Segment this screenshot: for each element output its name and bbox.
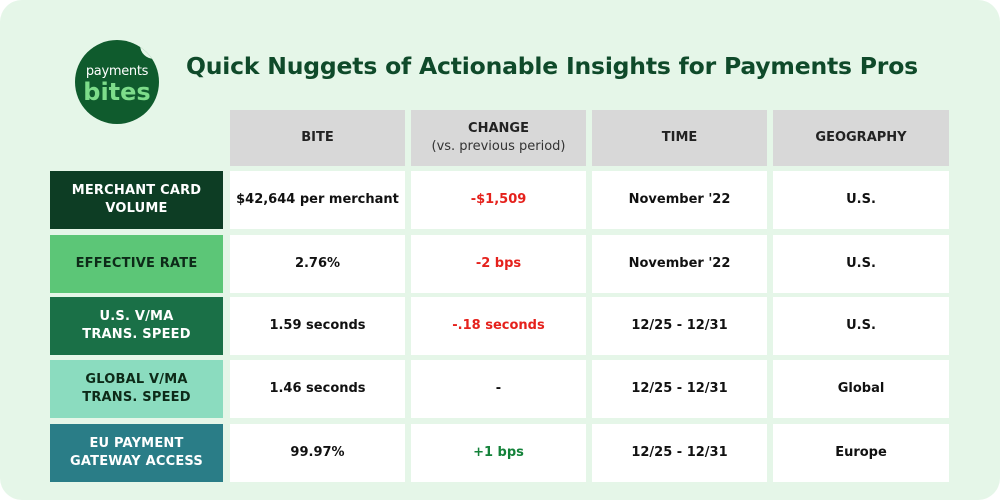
column-header-geography: GEOGRAPHY	[773, 110, 949, 166]
row-header-line-1: GLOBAL V/MA	[85, 372, 188, 388]
row-header-line-1: EU PAYMENT	[89, 436, 184, 452]
column-header-label: TIME	[661, 130, 698, 146]
logo-line-2: bites	[83, 78, 151, 106]
column-header-label: BITE	[301, 130, 334, 146]
row-header: EU PAYMENT GATEWAY ACCESS	[50, 424, 223, 482]
column-header-change: CHANGE (vs. previous period)	[411, 110, 586, 166]
geography-cell: Global	[773, 360, 949, 418]
row-header-line-1: EFFECTIVE RATE	[75, 256, 198, 272]
time-cell: November '22	[592, 171, 767, 229]
change-cell: -.18 seconds	[411, 297, 586, 355]
geography-cell: U.S.	[773, 235, 949, 293]
payments-bites-logo: payments bites	[75, 40, 159, 124]
bite-cell: 1.59 seconds	[230, 297, 405, 355]
time-cell: 12/25 - 12/31	[592, 297, 767, 355]
row-header-line-2: TRANS. SPEED	[82, 390, 191, 405]
bite-cell: $42,644 per merchant	[230, 171, 405, 229]
geography-cell: U.S.	[773, 171, 949, 229]
change-cell: -2 bps	[411, 235, 586, 293]
row-header: GLOBAL V/MA TRANS. SPEED	[50, 360, 223, 418]
logo-bite-mark	[140, 40, 159, 59]
bite-cell: 2.76%	[230, 235, 405, 293]
time-cell: 12/25 - 12/31	[592, 424, 767, 482]
geography-cell: Europe	[773, 424, 949, 482]
row-header-line-1: U.S. V/MA	[99, 309, 174, 325]
row-header-line-2: TRANS. SPEED	[82, 327, 191, 342]
time-cell: November '22	[592, 235, 767, 293]
column-header-time: TIME	[592, 110, 767, 166]
change-cell: -	[411, 360, 586, 418]
bite-cell: 1.46 seconds	[230, 360, 405, 418]
column-header-label: CHANGE	[468, 121, 529, 137]
row-header: U.S. V/MA TRANS. SPEED	[50, 297, 223, 355]
row-header-line-2: GATEWAY ACCESS	[70, 454, 203, 469]
change-cell: +1 bps	[411, 424, 586, 482]
row-header: MERCHANT CARD VOLUME	[50, 171, 223, 229]
row-header-line-2: VOLUME	[105, 201, 168, 216]
column-header-bite: BITE	[230, 110, 405, 166]
change-cell: -$1,509	[411, 171, 586, 229]
geography-cell: U.S.	[773, 297, 949, 355]
page-title: Quick Nuggets of Actionable Insights for…	[186, 52, 918, 80]
row-header-line-1: MERCHANT CARD	[71, 183, 202, 199]
column-header-sublabel: (vs. previous period)	[431, 139, 566, 154]
logo-line-1: payments	[85, 64, 149, 79]
column-header-label: GEOGRAPHY	[815, 130, 907, 146]
bite-cell: 99.97%	[230, 424, 405, 482]
row-header: EFFECTIVE RATE	[50, 235, 223, 293]
time-cell: 12/25 - 12/31	[592, 360, 767, 418]
